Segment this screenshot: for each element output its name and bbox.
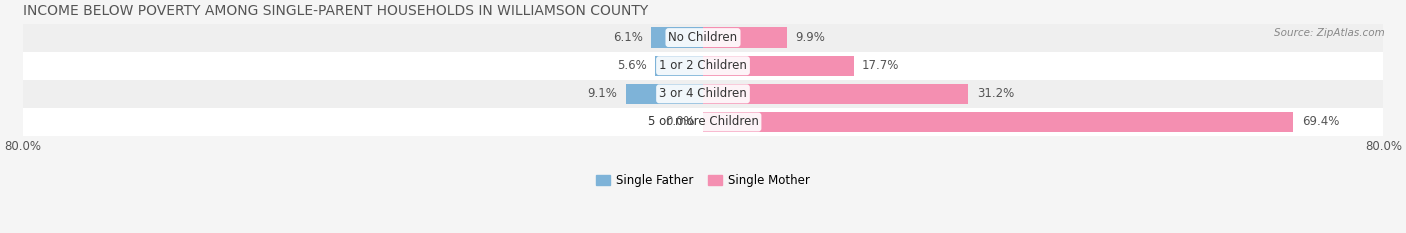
Text: 69.4%: 69.4% <box>1302 116 1339 128</box>
Bar <box>703 84 969 104</box>
Bar <box>22 24 1384 52</box>
Bar <box>626 84 703 104</box>
Legend: Single Father, Single Mother: Single Father, Single Mother <box>592 170 814 192</box>
Text: 5.6%: 5.6% <box>617 59 647 72</box>
Text: 3 or 4 Children: 3 or 4 Children <box>659 87 747 100</box>
Text: INCOME BELOW POVERTY AMONG SINGLE-PARENT HOUSEHOLDS IN WILLIAMSON COUNTY: INCOME BELOW POVERTY AMONG SINGLE-PARENT… <box>22 4 648 18</box>
Bar <box>703 56 853 76</box>
Bar <box>655 56 703 76</box>
Text: 9.1%: 9.1% <box>588 87 617 100</box>
Text: No Children: No Children <box>668 31 738 44</box>
Bar <box>22 52 1384 80</box>
Bar <box>22 80 1384 108</box>
Bar <box>651 27 703 48</box>
Text: 5 or more Children: 5 or more Children <box>648 116 758 128</box>
Bar <box>22 108 1384 136</box>
Text: 17.7%: 17.7% <box>862 59 900 72</box>
Bar <box>703 112 1294 132</box>
Text: 31.2%: 31.2% <box>977 87 1014 100</box>
Text: 6.1%: 6.1% <box>613 31 643 44</box>
Text: 0.0%: 0.0% <box>665 116 695 128</box>
Text: 9.9%: 9.9% <box>796 31 825 44</box>
Bar <box>703 27 787 48</box>
Text: Source: ZipAtlas.com: Source: ZipAtlas.com <box>1274 28 1385 38</box>
Text: 1 or 2 Children: 1 or 2 Children <box>659 59 747 72</box>
